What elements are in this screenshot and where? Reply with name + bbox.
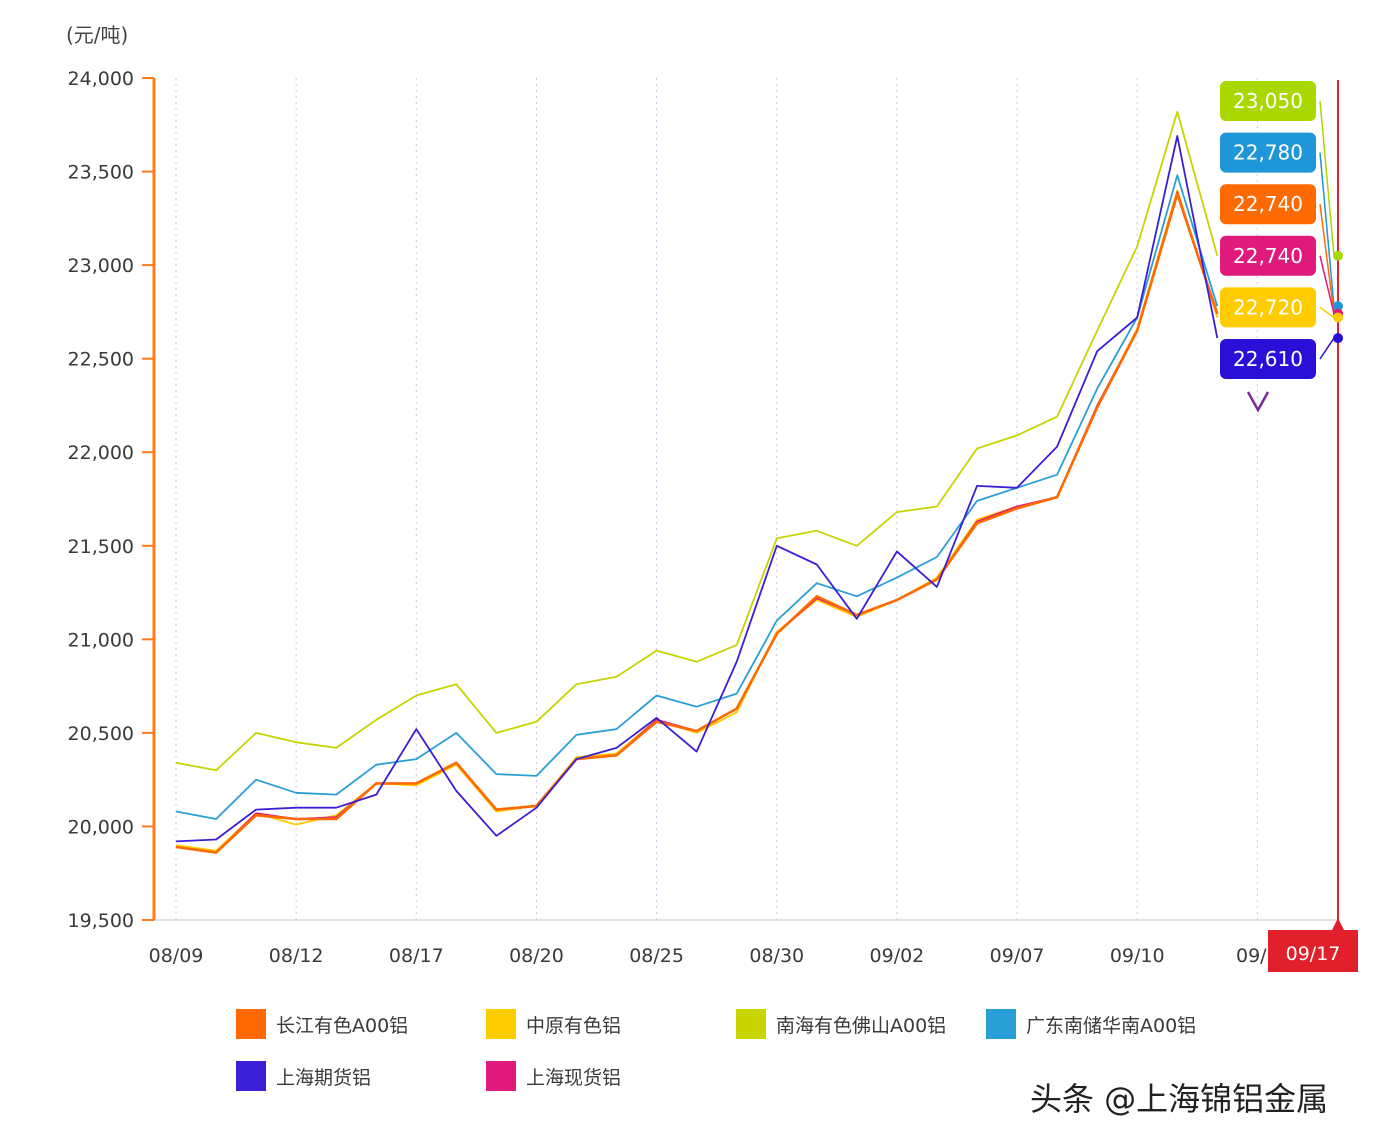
tooltip-badge-value: 22,740 bbox=[1233, 244, 1303, 268]
x-tick-label: 09/10 bbox=[1110, 945, 1165, 967]
cursor-line: 09/17 bbox=[1268, 80, 1358, 972]
tooltip-badge-1: 22,780 bbox=[1220, 132, 1343, 312]
legend-label: 南海有色佛山A00铝 bbox=[776, 1014, 947, 1037]
tooltip-connector bbox=[1319, 255, 1335, 314]
series-lines bbox=[175, 110, 1219, 854]
legend-item-0[interactable]: 长江有色A00铝 bbox=[236, 1008, 408, 1040]
tooltip-badge-0: 23,050 bbox=[1220, 81, 1343, 261]
cursor-date-box bbox=[1268, 930, 1358, 972]
y-tick-label: 21,000 bbox=[68, 629, 134, 651]
series-line-5 bbox=[175, 191, 1219, 854]
y-tick-label: 23,000 bbox=[68, 255, 134, 277]
tooltip-badge-bg bbox=[1220, 184, 1316, 225]
x-axis: 08/09 08/12 08/17 08/20 08/25 08/30 09/02 09/07… bbox=[149, 945, 1279, 967]
tooltip-connector bbox=[1319, 204, 1335, 314]
watermark-text: 头条 @上海锦铝金属 bbox=[1030, 1080, 1329, 1118]
x-tick-label: 09/07 bbox=[990, 945, 1045, 967]
y-tick-label: 20,000 bbox=[68, 816, 134, 838]
x-tick-label: 08/12 bbox=[269, 945, 324, 967]
tooltip-badge-bg bbox=[1220, 235, 1316, 276]
cursor-date-pointer bbox=[1332, 918, 1344, 930]
tooltip-connector bbox=[1319, 152, 1335, 307]
legend-label: 长江有色A00铝 bbox=[276, 1014, 409, 1037]
tooltip-badge-bg bbox=[1220, 132, 1316, 173]
y-tick-label: 19,500 bbox=[68, 910, 134, 932]
x-tick-label: 08/25 bbox=[629, 945, 684, 967]
x-tick-label: 08/30 bbox=[749, 945, 804, 967]
tooltip-connector bbox=[1319, 337, 1335, 360]
legend-swatch bbox=[486, 1009, 516, 1039]
tooltip-badge-5: 22,610 bbox=[1220, 333, 1343, 379]
y-axis: 24,000 23,500 23,000 22,500 22,000 21,500 21,0… bbox=[68, 68, 156, 932]
tooltip-connector bbox=[1319, 100, 1335, 256]
x-tick-label: 09/02 bbox=[870, 945, 925, 967]
grid-lines bbox=[154, 78, 1338, 921]
tooltip-badge-value: 22,720 bbox=[1233, 295, 1303, 319]
y-tick-label: 20,500 bbox=[68, 723, 134, 745]
tooltip-badge-bg bbox=[1220, 339, 1316, 379]
tooltip-badge-3: 22,740 bbox=[1220, 235, 1343, 319]
tooltip-badge-value: 22,780 bbox=[1233, 141, 1303, 165]
tooltip-badge-4: 22,720 bbox=[1220, 287, 1343, 328]
tooltip-marker-dot bbox=[1333, 301, 1343, 312]
tooltip-marker-dot bbox=[1333, 312, 1343, 323]
y-tick-label: 22,500 bbox=[68, 349, 134, 371]
tooltip-badge-value: 22,740 bbox=[1233, 192, 1303, 216]
legend-item-3[interactable]: 广东南储华南A00铝 bbox=[986, 1008, 1196, 1040]
x-tick-label: 08/17 bbox=[389, 945, 444, 967]
legend-swatch bbox=[236, 1061, 266, 1091]
series-line-2 bbox=[175, 110, 1219, 772]
tooltip-badge-bg bbox=[1220, 287, 1316, 328]
legend-swatch bbox=[986, 1009, 1016, 1039]
tooltip-badge-value: 23,050 bbox=[1233, 89, 1303, 113]
legend-label: 中原有色铝 bbox=[526, 1014, 622, 1037]
y-tick-label: 22,000 bbox=[68, 442, 134, 464]
series-line-0 bbox=[175, 192, 1219, 854]
x-tick-label: 08/09 bbox=[149, 945, 204, 967]
tooltip-marker-dot bbox=[1333, 333, 1343, 344]
y-axis-unit-label: (元/吨) bbox=[66, 23, 128, 47]
tooltip-connector bbox=[1319, 306, 1335, 319]
tooltip-badge-bg bbox=[1220, 81, 1316, 121]
legend-item-2[interactable]: 南海有色佛山A00铝 bbox=[736, 1008, 946, 1040]
tooltip-marker-dot bbox=[1333, 250, 1343, 261]
legend-swatch bbox=[486, 1061, 516, 1091]
legend-item-1[interactable]: 中原有色铝 bbox=[486, 1008, 621, 1040]
series-line-4 bbox=[175, 135, 1219, 843]
legend-label: 广东南储华南A00铝 bbox=[1026, 1014, 1197, 1037]
tooltip-badge-value: 22,610 bbox=[1233, 347, 1303, 371]
y-tick-label: 21,500 bbox=[68, 536, 134, 558]
legend-swatch bbox=[736, 1009, 766, 1039]
tooltip-badges: 23,050 22,780 22,740 22,740 22,720 22,610 bbox=[1220, 81, 1343, 413]
legend-label: 上海现货铝 bbox=[526, 1066, 622, 1089]
y-tick-label: 23,500 bbox=[68, 162, 134, 184]
legend-item-5[interactable]: 上海现货铝 bbox=[486, 1060, 621, 1092]
series-line-3 bbox=[175, 174, 1219, 820]
legend-swatch bbox=[236, 1009, 266, 1039]
legend-item-4[interactable]: 上海期货铝 bbox=[236, 1060, 371, 1092]
tooltip-pointer bbox=[1246, 391, 1270, 413]
cursor-date-label: 09/17 bbox=[1286, 943, 1341, 965]
legend-label: 上海期货铝 bbox=[276, 1066, 372, 1089]
y-tick-label: 24,000 bbox=[68, 68, 134, 90]
x-tick-label: 08/20 bbox=[509, 945, 564, 967]
